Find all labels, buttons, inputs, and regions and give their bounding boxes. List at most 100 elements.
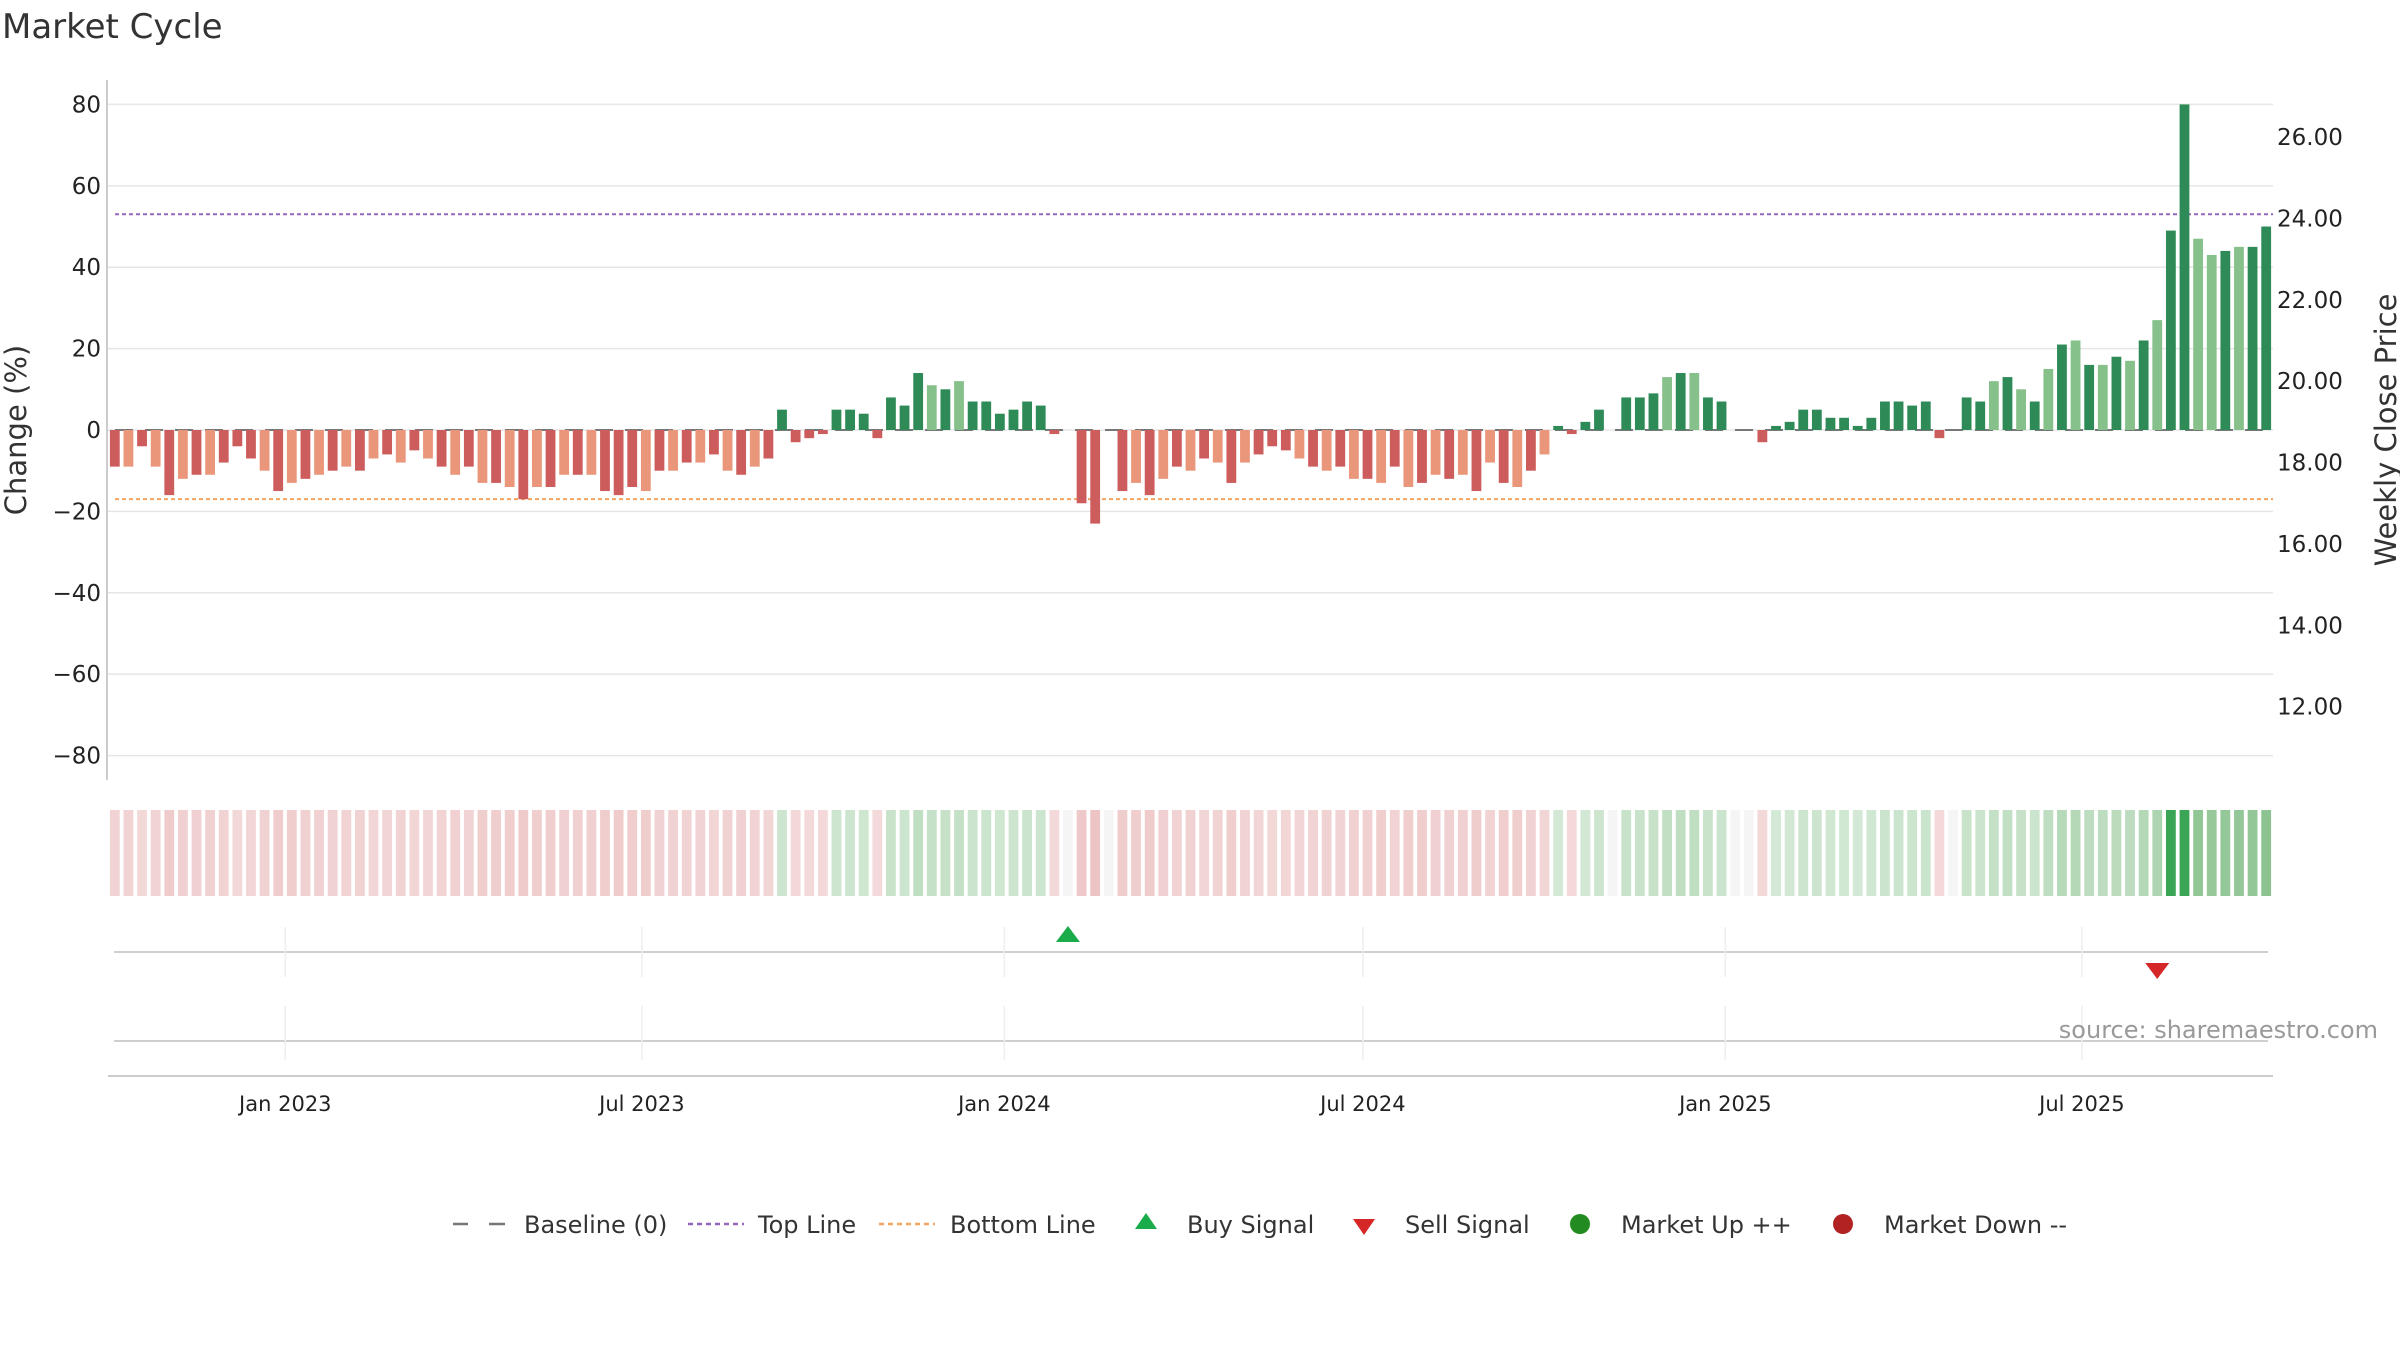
- strip-cell: [695, 810, 706, 896]
- strip-cell: [1689, 810, 1700, 896]
- bar: [1852, 425, 1863, 430]
- bar: [926, 385, 937, 430]
- bar: [1594, 409, 1604, 430]
- bar: [1689, 373, 1700, 430]
- bar: [1526, 430, 1536, 471]
- strip-cell: [463, 810, 474, 896]
- strip-cell: [300, 810, 311, 896]
- strip-cell: [109, 810, 120, 896]
- strip-cell: [436, 810, 447, 896]
- strip-cell: [191, 810, 202, 896]
- strip-cell: [150, 810, 161, 896]
- strip-cell: [886, 810, 896, 896]
- strip-cell: [218, 810, 229, 896]
- strip-cell: [1553, 810, 1564, 896]
- strip-cell: [477, 810, 488, 896]
- legend-sell-icon: [1353, 1219, 1375, 1235]
- bar: [177, 430, 188, 479]
- right-tick-label: 14.00: [2277, 613, 2343, 639]
- bar: [1961, 397, 1972, 430]
- bar: [259, 430, 270, 471]
- bar: [1308, 430, 1318, 467]
- strip-cell: [2125, 810, 2135, 896]
- bar: [1798, 409, 1809, 430]
- strip-cell: [1866, 810, 1877, 896]
- bar: [736, 430, 747, 475]
- bar: [423, 430, 433, 459]
- bar: [722, 430, 733, 471]
- bar: [1662, 377, 1672, 430]
- strip-cell: [2261, 810, 2272, 896]
- strip-cell: [858, 810, 869, 896]
- bar: [763, 430, 774, 459]
- bar: [1253, 430, 1264, 455]
- strip-cell: [2016, 810, 2026, 896]
- strip-cell: [355, 810, 365, 896]
- strip-cell: [1621, 810, 1632, 896]
- bar: [831, 409, 842, 430]
- signal-markers: [1055, 926, 2170, 979]
- strip-cell: [1948, 810, 1958, 896]
- bar: [2234, 246, 2244, 430]
- bar: [1376, 430, 1387, 483]
- bar: [899, 405, 910, 430]
- bar: [1226, 430, 1237, 483]
- strip-cell: [1798, 810, 1809, 896]
- strip-cell: [1471, 810, 1482, 896]
- right-axis-ticks: 26.00 24.00 22.00 20.00 18.00 16.00 14.00 12.00: [2277, 125, 2343, 721]
- strip-cell: [2097, 810, 2108, 896]
- bar: [2247, 246, 2258, 430]
- legend-label-topline: Top Line: [757, 1211, 856, 1239]
- x-tick-label: Jan 2025: [1677, 1092, 1772, 1116]
- legend-label-market-down: Market Down --: [1884, 1211, 2067, 1239]
- right-tick-label: 24.00: [2277, 206, 2343, 232]
- bar: [1403, 430, 1414, 487]
- sell-signal-marker: [2145, 963, 2170, 979]
- strip-cell: [722, 810, 733, 896]
- strip-cell: [1226, 810, 1237, 896]
- bar: [218, 430, 229, 463]
- bar: [1757, 430, 1768, 443]
- strip-cell: [804, 810, 815, 896]
- bar: [1444, 430, 1455, 479]
- bar: [504, 430, 515, 487]
- bar: [1621, 397, 1632, 430]
- legend-label-baseline: Baseline (0): [524, 1211, 667, 1239]
- strip-cell: [164, 810, 175, 896]
- strip-cell: [1403, 810, 1414, 896]
- bar: [1934, 430, 1945, 439]
- strip-cell: [1662, 810, 1672, 896]
- bar: [613, 430, 624, 496]
- bar: [572, 430, 583, 475]
- bars: [109, 104, 2272, 524]
- strip-cell: [926, 810, 937, 896]
- strip-cell: [1839, 810, 1849, 896]
- strip-cell: [790, 810, 801, 896]
- strip-cell: [423, 810, 433, 896]
- bar: [1703, 397, 1713, 430]
- bar: [2125, 360, 2135, 430]
- strip-cell: [368, 810, 379, 896]
- bar: [205, 430, 216, 475]
- strip-cell: [259, 810, 270, 896]
- bar: [2070, 340, 2081, 430]
- strip-cell: [286, 810, 297, 896]
- bar: [1131, 430, 1141, 483]
- bar: [1498, 430, 1509, 483]
- strip-cell: [1376, 810, 1387, 896]
- strip-cell: [2193, 810, 2204, 896]
- bar: [1144, 430, 1155, 496]
- bar: [2097, 364, 2108, 430]
- bar: [967, 401, 978, 430]
- bar: [150, 430, 161, 467]
- strip-cell: [981, 810, 992, 896]
- strip-cell: [1675, 810, 1686, 896]
- left-tick-label: 0: [86, 418, 101, 444]
- bar: [232, 430, 243, 447]
- x-tick-label: Jul 2025: [2037, 1092, 2124, 1116]
- bar: [1716, 401, 1727, 430]
- strip-cell: [395, 810, 406, 896]
- strip-cell: [1348, 810, 1359, 896]
- strip-cell: [1321, 810, 1332, 896]
- bar: [1580, 421, 1591, 430]
